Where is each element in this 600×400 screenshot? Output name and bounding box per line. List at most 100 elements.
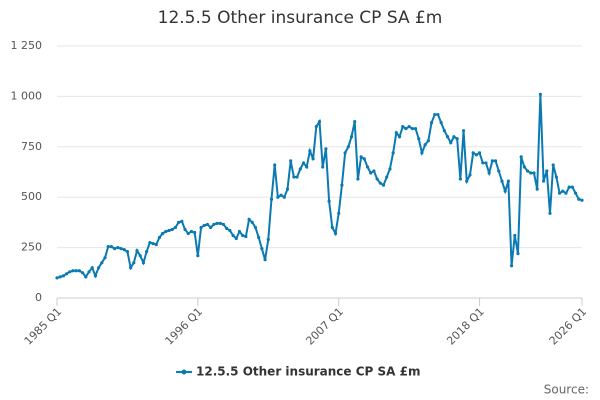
point: [401, 125, 405, 129]
source-label: Source:: [544, 383, 589, 397]
point: [247, 217, 251, 221]
point: [250, 220, 254, 224]
point: [161, 231, 165, 236]
point: [385, 175, 389, 179]
point: [445, 135, 450, 139]
point: [324, 147, 328, 151]
point: [500, 179, 504, 183]
point: [522, 165, 526, 169]
point: [183, 227, 187, 232]
point: [77, 269, 82, 273]
point: [119, 247, 123, 251]
point: [346, 145, 350, 149]
point: [580, 198, 584, 202]
point: [509, 264, 514, 268]
y-tick-label: 750: [21, 140, 42, 153]
point: [359, 155, 363, 159]
point: [407, 125, 411, 129]
chart-title: 12.5.5 Other insurance CP SA £m: [158, 8, 443, 28]
point: [525, 169, 530, 173]
point: [65, 272, 69, 276]
point: [81, 271, 85, 275]
point: [397, 135, 402, 139]
point: [292, 175, 296, 179]
point: [109, 244, 114, 249]
point: [289, 159, 293, 163]
point: [305, 165, 309, 169]
point: [58, 275, 62, 279]
point: [410, 127, 414, 131]
point: [343, 151, 347, 155]
point: [493, 159, 498, 163]
point: [404, 127, 408, 131]
x-tick-label: 2018 Q1: [444, 305, 487, 348]
point: [234, 236, 238, 241]
point: [481, 161, 485, 165]
point: [298, 167, 302, 171]
x-tick-label: 1985 Q1: [22, 305, 65, 348]
point: [135, 249, 139, 253]
point: [311, 157, 315, 161]
point: [506, 179, 510, 183]
point: [170, 227, 174, 232]
point: [113, 247, 117, 251]
point: [535, 187, 539, 191]
point: [471, 151, 475, 155]
point: [369, 171, 373, 175]
point: [474, 153, 478, 157]
point: [349, 135, 354, 139]
y-tick-label: 500: [21, 190, 42, 203]
point: [228, 228, 232, 233]
legend-label: 12.5.5 Other insurance CP SA £m: [196, 365, 420, 379]
y-tick-label: 0: [35, 291, 42, 304]
x-tick-label: 1996 Q1: [163, 305, 206, 348]
point: [468, 173, 472, 177]
point: [564, 191, 568, 195]
point: [74, 269, 78, 273]
point: [381, 183, 386, 187]
point: [145, 250, 149, 254]
point: [420, 151, 424, 155]
point: [378, 181, 382, 185]
point: [273, 163, 277, 167]
point: [548, 211, 552, 215]
point: [193, 230, 197, 235]
point: [413, 127, 418, 131]
point: [295, 175, 299, 179]
point: [241, 233, 245, 238]
point: [244, 234, 248, 239]
point: [442, 129, 446, 133]
point: [218, 221, 222, 226]
point: [551, 163, 555, 167]
point: [561, 189, 565, 193]
point: [202, 223, 206, 228]
point: [452, 135, 456, 139]
point: [417, 137, 421, 141]
point: [353, 120, 357, 124]
point: [103, 256, 107, 260]
point: [154, 242, 158, 247]
point: [477, 151, 482, 155]
point: [538, 92, 542, 96]
point: [557, 191, 562, 195]
point: [285, 187, 290, 191]
point: [148, 240, 152, 245]
point: [554, 175, 558, 179]
point: [138, 254, 142, 258]
point: [449, 141, 453, 145]
point: [529, 171, 533, 175]
point: [177, 220, 181, 224]
point: [314, 125, 318, 129]
point: [68, 270, 72, 274]
point: [388, 167, 392, 171]
point: [132, 261, 136, 265]
point: [394, 131, 398, 135]
point: [301, 161, 306, 165]
x-tick-label: 2026 Q1: [547, 305, 590, 348]
point: [545, 169, 549, 173]
point: [330, 225, 334, 230]
point: [225, 226, 229, 231]
point: [429, 121, 434, 125]
legend-marker: [181, 369, 187, 375]
